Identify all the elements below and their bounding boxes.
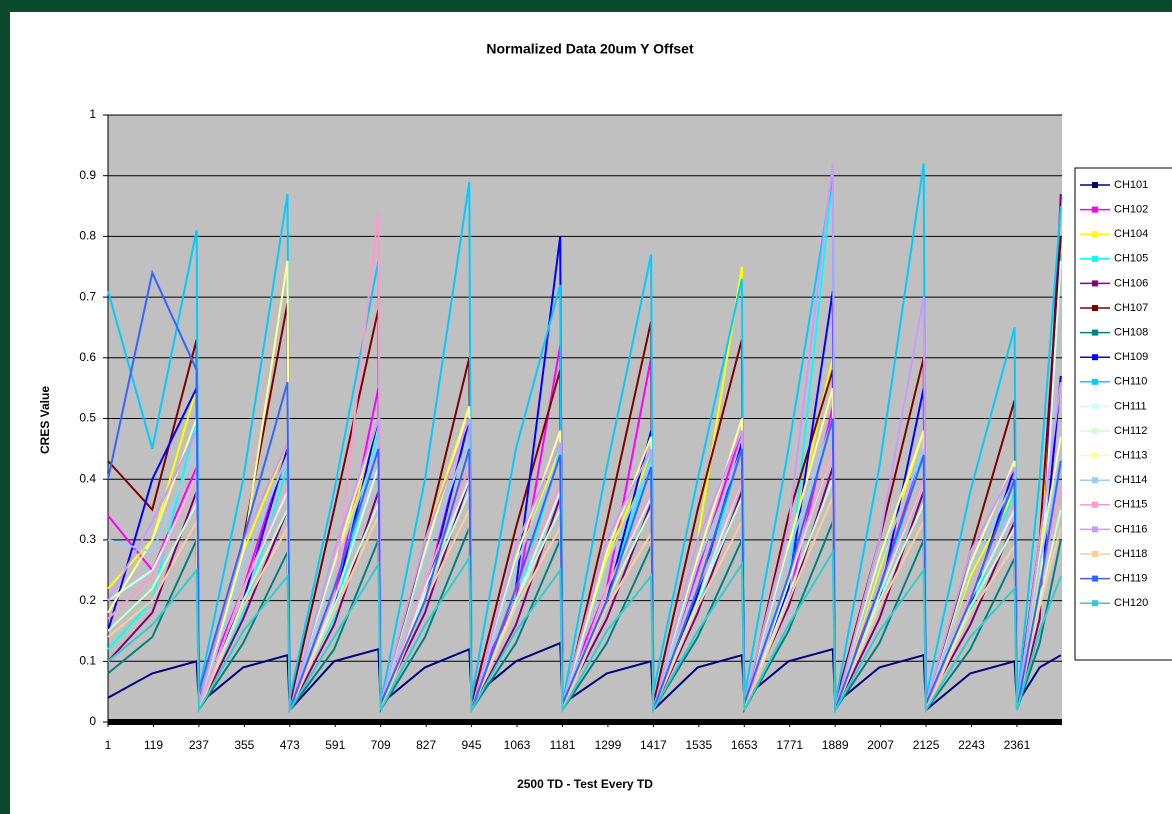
- legend-marker: [1092, 600, 1098, 607]
- legend-marker: [1092, 378, 1098, 385]
- x-tick-label: 1: [105, 738, 112, 752]
- x-tick-label: 1889: [822, 738, 849, 752]
- legend-label: CH113: [1114, 450, 1147, 462]
- legend-label: CH116: [1114, 523, 1147, 535]
- legend-marker: [1092, 526, 1098, 533]
- legend-label: CH120: [1114, 597, 1148, 609]
- y-tick-label: 0.7: [79, 289, 96, 303]
- x-tick-label: 2361: [1004, 738, 1031, 752]
- legend-marker: [1092, 452, 1098, 459]
- legend-box: [1074, 167, 1172, 661]
- legend-label: CH118: [1114, 548, 1147, 560]
- x-tick-label: 1653: [731, 738, 758, 752]
- x-tick-label: 1181: [550, 738, 576, 752]
- x-axis-label: 2500 TD - Test Every TD: [517, 777, 653, 791]
- legend-label: CH105: [1114, 253, 1148, 265]
- x-tick-label: 1299: [595, 738, 622, 752]
- y-tick-label: 0: [89, 714, 96, 728]
- x-tick-label: 827: [416, 738, 436, 752]
- y-tick-label: 0.2: [79, 593, 96, 607]
- y-tick-label: 0.5: [79, 411, 96, 425]
- legend-marker: [1092, 231, 1098, 238]
- legend-label: CH106: [1114, 277, 1148, 289]
- x-tick-label: 1771: [776, 738, 803, 752]
- x-tick-label: 473: [280, 738, 300, 752]
- x-tick-label: 2243: [958, 738, 985, 752]
- x-tick-label: 2007: [867, 738, 894, 752]
- legend-label: CH110: [1114, 376, 1147, 388]
- legend-marker: [1092, 305, 1098, 311]
- legend-label: CH111: [1114, 400, 1147, 412]
- y-tick-label: 0.1: [79, 653, 96, 667]
- legend-marker: [1092, 354, 1098, 361]
- legend-label: CH107: [1114, 302, 1148, 314]
- y-tick-label: 0.9: [79, 168, 96, 182]
- x-tick-label: 709: [371, 738, 391, 752]
- x-tick-label: 1063: [504, 738, 531, 752]
- y-tick-label: 0.8: [79, 229, 96, 243]
- legend-marker: [1092, 182, 1098, 188]
- x-tick-label: 945: [462, 738, 482, 752]
- legend-marker: [1092, 403, 1098, 410]
- legend-marker: [1092, 428, 1098, 434]
- legend-marker: [1092, 501, 1098, 508]
- legend-marker: [1092, 280, 1098, 287]
- legend-marker: [1092, 255, 1098, 262]
- y-axis-label: CRES Value: [38, 386, 52, 454]
- series-line: [107, 548, 1062, 714]
- legend-marker: [1092, 551, 1098, 557]
- legend-label: CH108: [1114, 327, 1148, 339]
- legend-label: CH119: [1114, 573, 1147, 585]
- legend-label: CH114: [1114, 474, 1147, 486]
- x-tick-label: 1417: [640, 738, 667, 752]
- legend-label: CH101: [1114, 179, 1148, 191]
- y-tick-label: 0.3: [79, 532, 96, 546]
- legend-marker: [1092, 575, 1098, 582]
- y-tick-label: 0.4: [79, 471, 96, 485]
- x-tick-label: 2125: [913, 738, 940, 752]
- x-tick-label: 119: [144, 738, 163, 752]
- x-tick-label: 355: [234, 738, 254, 752]
- y-tick-label: 0.6: [79, 350, 96, 364]
- legend-marker: [1092, 477, 1098, 484]
- y-tick-label: 1: [89, 107, 96, 121]
- legend-label: CH115: [1114, 499, 1147, 511]
- x-tick-label: 591: [325, 738, 345, 752]
- legend-marker: [1092, 329, 1098, 336]
- legend-label: CH102: [1114, 204, 1148, 216]
- chart-title: Normalized Data 20um Y Offset: [486, 41, 694, 57]
- legend-label: CH109: [1114, 351, 1148, 363]
- legend-marker: [1092, 206, 1098, 213]
- x-tick-label: 237: [189, 738, 209, 752]
- legend-label: CH112: [1114, 425, 1147, 437]
- x-tick-label: 1535: [685, 738, 712, 752]
- x-axis: [108, 719, 1062, 725]
- legend-label: CH104: [1114, 228, 1148, 240]
